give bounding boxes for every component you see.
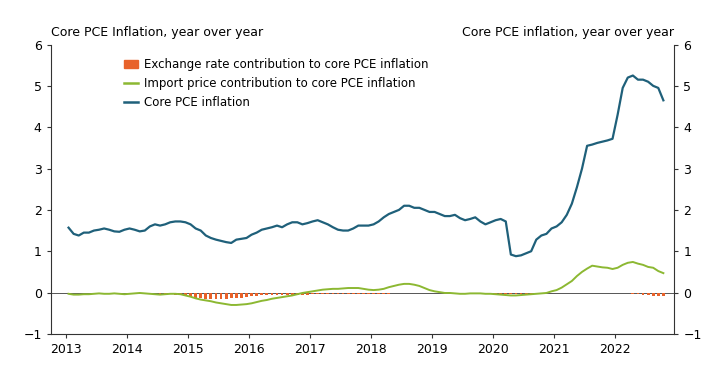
Bar <box>169 293 172 294</box>
Bar <box>494 293 497 294</box>
Bar <box>382 293 385 294</box>
Bar <box>301 293 304 295</box>
Bar <box>291 293 294 295</box>
Bar <box>372 293 375 294</box>
Text: Core PCE inflation, year over year: Core PCE inflation, year over year <box>463 26 674 39</box>
Bar <box>637 293 639 294</box>
Bar <box>505 293 507 294</box>
Bar <box>520 293 523 294</box>
Bar <box>235 293 238 298</box>
Bar <box>336 293 339 294</box>
Bar <box>647 293 650 295</box>
Bar <box>367 293 370 294</box>
Bar <box>230 293 233 298</box>
Bar <box>352 293 355 294</box>
Bar <box>225 293 228 299</box>
Bar <box>331 293 334 294</box>
Bar <box>510 293 513 294</box>
Bar <box>199 293 202 298</box>
Bar <box>500 293 502 294</box>
Bar <box>316 293 319 294</box>
Bar <box>657 293 660 296</box>
Bar <box>652 293 655 296</box>
Bar <box>260 293 263 295</box>
Bar <box>215 293 218 299</box>
Bar <box>326 293 329 294</box>
Bar <box>535 293 538 294</box>
Bar <box>662 293 665 296</box>
Bar <box>311 293 314 294</box>
Bar <box>245 293 248 297</box>
Bar <box>240 293 243 298</box>
Bar <box>642 293 645 295</box>
Bar <box>377 293 380 294</box>
Bar <box>525 293 528 294</box>
Bar <box>357 293 360 294</box>
Bar <box>179 293 182 295</box>
Bar <box>341 293 344 294</box>
Bar <box>484 293 486 294</box>
Bar <box>265 293 268 295</box>
Bar <box>347 293 349 294</box>
Bar <box>189 293 192 297</box>
Bar <box>250 293 253 296</box>
Bar <box>204 293 207 299</box>
Bar <box>220 293 223 299</box>
Bar <box>515 293 518 294</box>
Bar <box>296 293 299 295</box>
Bar <box>489 293 492 294</box>
Bar <box>210 293 212 299</box>
Bar <box>530 293 533 294</box>
Bar <box>306 293 309 295</box>
Bar <box>270 293 273 295</box>
Bar <box>479 293 481 294</box>
Bar <box>362 293 365 294</box>
Legend: Exchange rate contribution to core PCE inflation, Import price contribution to c: Exchange rate contribution to core PCE i… <box>119 53 433 114</box>
Bar <box>255 293 258 296</box>
Bar <box>281 293 283 295</box>
Bar <box>159 293 162 294</box>
Bar <box>387 293 390 294</box>
Bar <box>286 293 289 295</box>
Bar <box>631 293 634 294</box>
Bar <box>164 293 167 294</box>
Text: Core PCE Inflation, year over year: Core PCE Inflation, year over year <box>51 26 263 39</box>
Bar <box>184 293 187 296</box>
Bar <box>276 293 278 295</box>
Bar <box>174 293 177 295</box>
Bar <box>194 293 197 298</box>
Bar <box>321 293 324 294</box>
